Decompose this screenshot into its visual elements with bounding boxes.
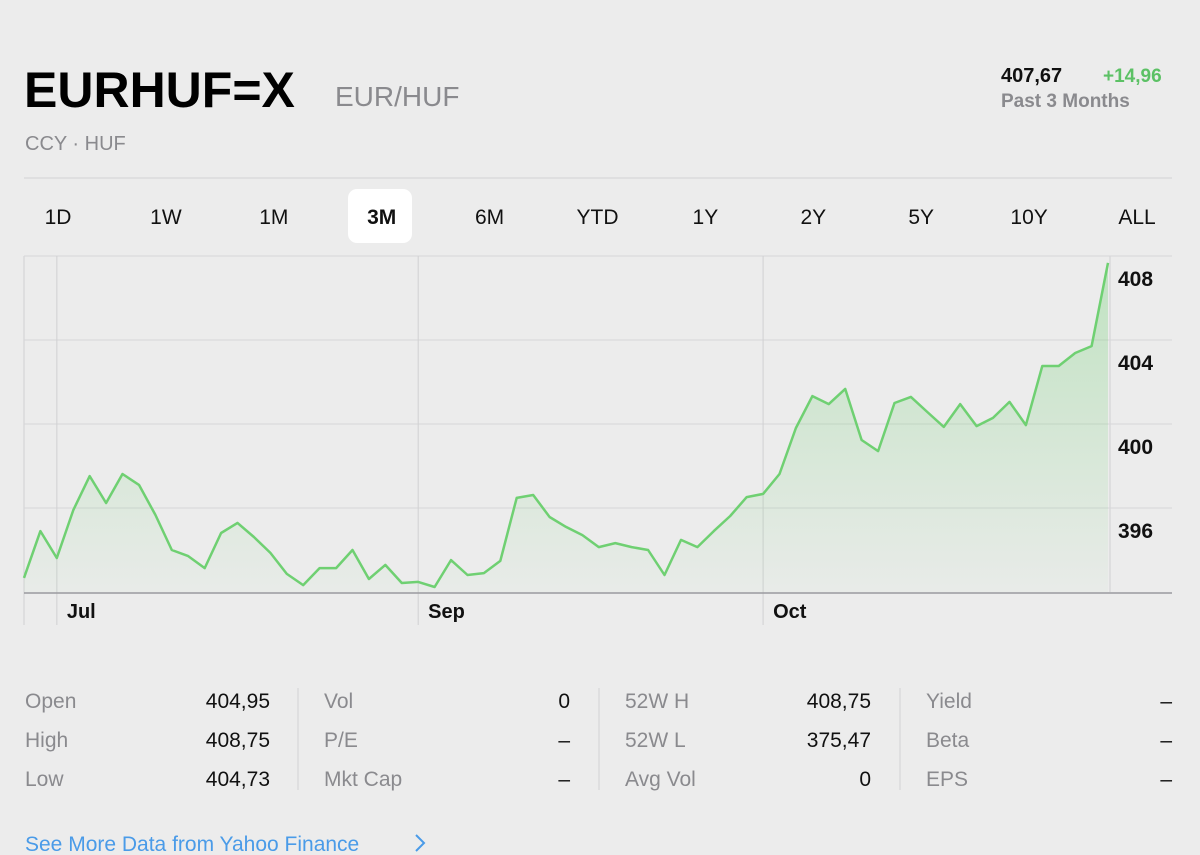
price: 407,67 xyxy=(1001,65,1062,87)
link-chevron[interactable] xyxy=(415,834,426,852)
tab[interactable]: 10Y xyxy=(1010,206,1047,229)
stat-label: Open xyxy=(25,690,76,713)
y-tick-label: 396 xyxy=(1118,520,1153,543)
x-tick-label: Jul xyxy=(67,601,96,623)
stat-label: Vol xyxy=(324,690,353,713)
stat-value: – xyxy=(558,768,570,791)
selected-tab-bg xyxy=(348,189,412,243)
stat-label: High xyxy=(25,729,68,752)
stat-value: – xyxy=(1160,768,1172,791)
tab[interactable]: 2Y xyxy=(800,206,826,229)
tab[interactable]: ALL xyxy=(1118,206,1155,229)
stat-value: 408,75 xyxy=(807,690,871,713)
stat-label: Low xyxy=(25,768,64,791)
period: Past 3 Months xyxy=(1001,91,1130,112)
stat-label: EPS xyxy=(926,768,968,791)
tab[interactable]: 1Y xyxy=(693,206,719,229)
stat-value: – xyxy=(1160,729,1172,752)
stat-label: 52W L xyxy=(625,729,686,752)
tab[interactable]: 6M xyxy=(475,206,504,229)
stat-label: Mkt Cap xyxy=(324,768,402,791)
tabs: 1D 1W 1M 3M 6M YTD 1Y 2Y 5Y 10Y ALL xyxy=(45,206,1156,229)
y-tick-label: 408 xyxy=(1118,268,1153,291)
x-tick-label: Oct xyxy=(773,601,807,623)
stat-label: Avg Vol xyxy=(625,768,696,791)
stat-label: 52W H xyxy=(625,690,689,713)
symbol: EURHUF=X xyxy=(24,62,295,118)
tab[interactable]: 1M xyxy=(259,206,288,229)
stat-value: 408,75 xyxy=(206,729,270,752)
y-tick-label: 404 xyxy=(1118,352,1153,375)
stat-label: Beta xyxy=(926,729,970,752)
tab[interactable]: 1W xyxy=(150,206,182,229)
change: +14,96 xyxy=(1103,66,1162,87)
tab[interactable]: 1D xyxy=(45,206,72,229)
chart: 396 400 404 408 Jul Sep Oct xyxy=(22,255,1172,625)
exchange: CCY · HUF xyxy=(25,133,126,155)
y-tick-label: 400 xyxy=(1118,436,1153,459)
stat-value: 404,73 xyxy=(206,768,270,791)
stat-value: 0 xyxy=(558,690,570,713)
yahoo-link[interactable]: See More Data from Yahoo Finance xyxy=(25,833,359,855)
stats: Open 404,95 High 408,75 Low 404,73 Vol 0 P/E – Mkt… xyxy=(25,690,1172,791)
price-line xyxy=(22,262,1110,589)
name: EUR/HUF xyxy=(335,81,459,112)
tab[interactable]: 5Y xyxy=(908,206,934,229)
stat-value: 375,47 xyxy=(807,729,871,752)
stat-label: Yield xyxy=(926,690,972,713)
tab[interactable]: 3M xyxy=(367,206,396,229)
stat-label: P/E xyxy=(324,729,358,752)
stat-value: – xyxy=(1160,690,1172,713)
stat-value: 0 xyxy=(859,768,871,791)
x-tick-label: Sep xyxy=(428,601,465,623)
area xyxy=(24,262,1108,592)
stat-value: – xyxy=(558,729,570,752)
tab[interactable]: YTD xyxy=(577,206,619,229)
stat-value: 404,95 xyxy=(206,690,270,713)
